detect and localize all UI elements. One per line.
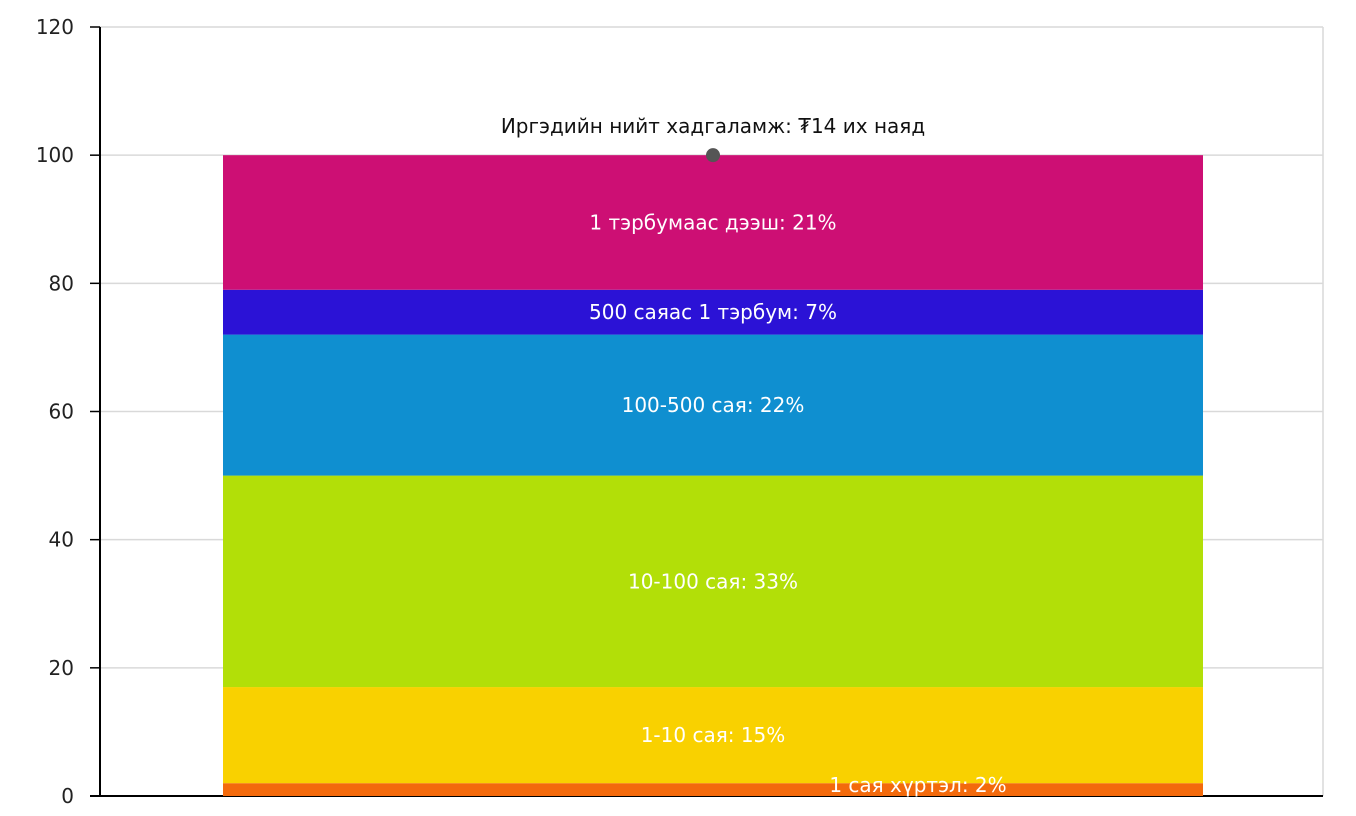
y-tick-label: 80 (49, 271, 74, 295)
segment-label: 1 сая хүртэл: 2% (829, 773, 1006, 797)
segment-label: 1-10 сая: 15% (641, 723, 786, 747)
bar-segment (223, 289, 1203, 335)
bar-segment (223, 783, 1203, 796)
y-tick-label: 40 (49, 528, 74, 552)
total-annotation: Иргэдийн нийт хадгаламж: ₮14 их наяд (501, 114, 925, 163)
y-tick-label: 100 (36, 143, 74, 167)
total-marker (706, 148, 720, 163)
bar-segment (223, 334, 1203, 476)
segment-label: 10-100 сая: 33% (628, 569, 798, 593)
segment-label: 500 саяас 1 тэрбум: 7% (589, 300, 837, 324)
y-tick-label: 60 (49, 400, 74, 424)
segment-label: 100-500 сая: 22% (622, 393, 805, 417)
total-label: Иргэдийн нийт хадгаламж: ₮14 их наяд (501, 114, 925, 138)
y-tick-label: 0 (61, 784, 74, 808)
y-tick-label: 120 (36, 15, 74, 39)
bar-segment (223, 475, 1203, 688)
bar-segment (223, 687, 1203, 784)
segment-labels: 1 сая хүртэл: 2% 1-10 сая: 15% 10-100 сая:… (589, 210, 1007, 797)
segment-label: 1 тэрбумаас дээш: 21% (589, 210, 836, 234)
y-tick-label: 20 (49, 656, 74, 680)
bar-segments (223, 155, 1203, 796)
bar-segment (223, 155, 1203, 290)
